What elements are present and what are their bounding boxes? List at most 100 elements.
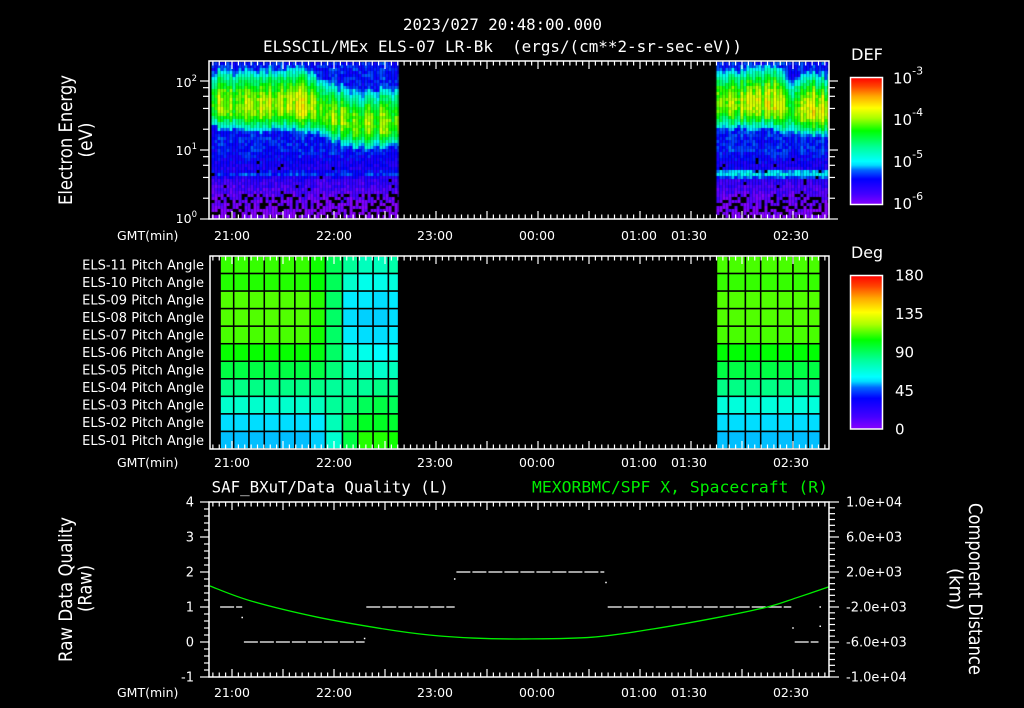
time-axis-label: GMT(min) xyxy=(117,455,178,470)
pitch-angle-cell xyxy=(341,325,359,345)
pitch-angle-cell xyxy=(219,272,235,292)
pitch-angle-cell xyxy=(294,413,311,433)
time-tick-label: 02:30 xyxy=(773,455,809,470)
energy-axis-unit: (eV) xyxy=(75,123,97,158)
pitch-angle-cell xyxy=(807,395,821,415)
pitch-angle-cell xyxy=(776,378,794,398)
pitch-angle-cell xyxy=(263,395,281,415)
degree-colorbar-tick-label: 90 xyxy=(895,344,914,362)
pitch-angle-cell xyxy=(219,325,235,345)
pitch-angle-cell xyxy=(248,342,266,363)
pitch-angle-cell xyxy=(776,290,794,310)
pitch-angle-cell xyxy=(715,290,730,310)
pitch-angle-cell xyxy=(727,307,747,327)
energy-tick-label: 101 xyxy=(176,142,197,158)
right-series-title: MEXORBMC/SPF X, Spacecraft (R) xyxy=(532,477,828,496)
pitch-angle-cell xyxy=(357,378,374,398)
data-quality-frame xyxy=(208,501,830,678)
pitch-angle-cell xyxy=(357,360,374,380)
time-tick-label: 02:30 xyxy=(773,228,809,243)
pitch-angle-cell xyxy=(357,395,374,415)
data-quality-panel: SAF_BXuT/Data Quality (L) MEXORBMC/SPF X… xyxy=(55,477,986,700)
pitch-angle-cell xyxy=(776,325,794,345)
time-axis-label: GMT(min) xyxy=(117,685,178,700)
pitch-angle-frame xyxy=(209,255,830,450)
pitch-angle-cell xyxy=(309,342,327,363)
quality-point xyxy=(453,578,456,580)
pitch-row-label: ELS-11 Pitch Angle xyxy=(82,258,204,273)
pitch-angle-cell xyxy=(278,290,296,310)
pitch-angle-cell xyxy=(219,342,235,363)
pitch-angle-cell xyxy=(715,307,730,327)
pitch-angle-cell xyxy=(278,378,296,398)
pitch-angle-cell xyxy=(807,325,821,345)
pitch-angle-cell xyxy=(759,255,779,275)
quality-tick-label: 4 xyxy=(186,496,194,511)
pitch-angle-cell xyxy=(387,325,400,345)
pitch-angle-cell xyxy=(372,360,390,380)
pitch-row-label: ELS-01 Pitch Angle xyxy=(82,434,204,449)
pitch-angle-cell xyxy=(776,272,794,292)
pitch-angle-cell xyxy=(248,378,266,398)
pitch-angle-cell xyxy=(324,413,344,433)
pitch-angle-cell xyxy=(263,430,281,450)
pitch-angle-cell xyxy=(744,272,762,292)
pitch-angle-cell xyxy=(294,307,311,327)
time-tick-label: 00:00 xyxy=(519,228,555,243)
pitch-angle-cell xyxy=(715,360,730,380)
quality-point xyxy=(605,581,607,584)
pitch-angle-cell xyxy=(357,307,374,327)
pitch-angle-cell xyxy=(341,342,359,363)
quality-tick-label: -1 xyxy=(181,671,194,686)
pitch-angle-cell xyxy=(387,378,400,398)
pitch-angle-cell xyxy=(278,360,296,380)
pitch-row-label: ELS-10 Pitch Angle xyxy=(82,276,204,291)
pitch-angle-cell xyxy=(357,290,374,310)
distance-tick-label: -2.0e+03 xyxy=(846,601,907,616)
pitch-angle-cell xyxy=(294,342,311,363)
pitch-angle-cell xyxy=(341,378,359,398)
pitch-angle-panel: ELS-11 Pitch Angle ELS-10 Pitch Angle EL… xyxy=(82,243,924,470)
distance-tick-label: 1.0e+04 xyxy=(846,496,902,511)
distance-tick-label: -6.0e+03 xyxy=(846,636,907,651)
pitch-angle-cell xyxy=(263,255,281,275)
pitch-angle-cell xyxy=(715,342,730,363)
pitch-angle-cell xyxy=(248,325,266,345)
pitch-row-label: ELS-05 Pitch Angle xyxy=(82,364,204,379)
time-tick-label: 00:00 xyxy=(519,685,555,700)
pitch-angle-cell xyxy=(324,395,344,415)
pitch-angle-cell xyxy=(357,342,374,363)
pitch-angle-cell xyxy=(792,272,810,292)
pitch-angle-cell xyxy=(263,325,281,345)
pitch-angle-cell xyxy=(372,430,390,450)
pitch-angle-cell xyxy=(278,325,296,345)
pitch-angle-cell xyxy=(248,307,266,327)
quality-tick-label: 0 xyxy=(186,636,194,651)
pitch-angle-cell xyxy=(387,413,400,433)
pitch-row-label: ELS-07 Pitch Angle xyxy=(82,329,204,344)
pitch-angle-cell xyxy=(232,395,250,415)
pitch-angle-cell xyxy=(727,255,747,275)
quality-point xyxy=(363,637,366,640)
pitch-angle-cell xyxy=(727,378,747,398)
pitch-angle-cell xyxy=(263,360,281,380)
pitch-angle-cell xyxy=(792,325,810,345)
degree-colorbar-tick-label: 135 xyxy=(895,305,924,323)
pitch-angle-cell xyxy=(759,307,779,327)
spectrogram-frame xyxy=(208,60,830,220)
pitch-angle-cell xyxy=(219,307,235,327)
time-tick-label: 01:00 xyxy=(621,228,657,243)
pitch-angle-cell xyxy=(727,360,747,380)
time-tick-label: 22:00 xyxy=(316,455,352,470)
pitch-angle-cell xyxy=(324,272,344,292)
pitch-angle-cell xyxy=(324,325,344,345)
pitch-angle-cell xyxy=(792,413,810,433)
pitch-angle-cell xyxy=(341,255,359,275)
pitch-angle-cell xyxy=(232,342,250,363)
pitch-angle-cell xyxy=(232,272,250,292)
pitch-angle-cell xyxy=(309,272,327,292)
pitch-angle-cell xyxy=(759,430,779,450)
pitch-angle-cell xyxy=(357,325,374,345)
pitch-angle-cell xyxy=(219,395,235,415)
time-tick-label: 23:00 xyxy=(417,455,453,470)
